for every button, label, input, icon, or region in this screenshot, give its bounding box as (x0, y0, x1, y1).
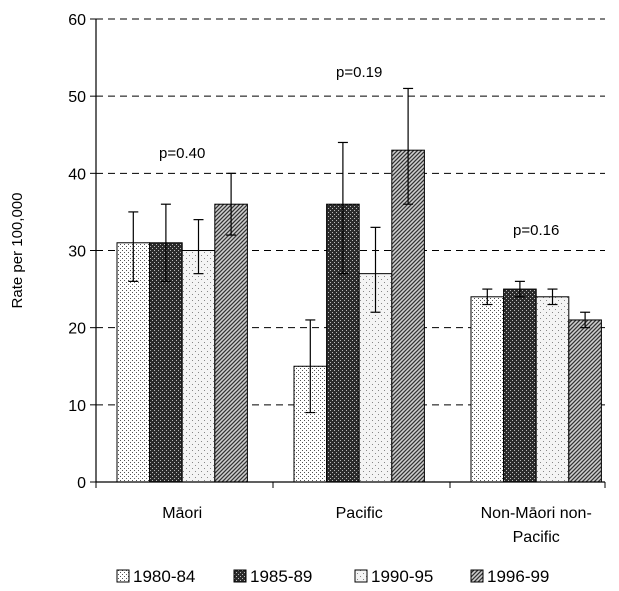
y-tick-label: 20 (68, 321, 86, 338)
legend-label: 1990-95 (371, 567, 433, 586)
legend: 1980-84 1985-89 1990-95 1996-99 (116, 567, 549, 586)
legend-item: 1980-84 (116, 567, 195, 586)
bar (470, 296, 505, 483)
error-bar (128, 211, 139, 282)
error-bar (337, 141, 348, 275)
labels: 0 10 20 30 40 50 60 Māori Pacific Non-Māori non-P… (9, 12, 592, 546)
legend-swatch (116, 569, 130, 583)
y-tick-label: 60 (68, 12, 86, 29)
bars (116, 87, 602, 483)
error-bar (514, 280, 525, 298)
p-value-annotation: p=0.19 (336, 64, 382, 81)
error-bar (482, 288, 493, 306)
y-tick-label: 50 (68, 89, 86, 106)
y-axis-label: Rate per 100,000 (9, 193, 26, 309)
error-bar (403, 87, 414, 205)
y-tick-label: 30 (68, 244, 86, 261)
legend-swatch (233, 569, 247, 583)
p-value-annotation: p=0.40 (159, 145, 205, 162)
bar (535, 296, 570, 483)
error-bar (370, 226, 381, 313)
legend-swatch (470, 569, 484, 583)
legend-item: 1996-99 (470, 567, 549, 586)
bar (568, 319, 602, 483)
axes (90, 18, 606, 488)
bar (181, 250, 216, 483)
error-bar (160, 203, 171, 282)
legend-label: 1980-84 (133, 567, 195, 586)
error-bar (547, 288, 558, 306)
y-tick-label: 40 (68, 166, 86, 183)
y-tick-label: 10 (68, 398, 86, 415)
legend-label: 1996-99 (487, 567, 549, 586)
legend-item: 1990-95 (354, 567, 433, 586)
category-label: Non-Māori non-Pacific (481, 505, 592, 546)
legend-label: 1985-89 (250, 567, 312, 586)
error-bar (226, 172, 237, 236)
legend-swatch (354, 569, 368, 583)
bar (214, 203, 248, 483)
category-label: Māori (162, 505, 202, 522)
category-label: Pacific (336, 505, 383, 522)
y-tick-label: 0 (77, 475, 86, 492)
bar (503, 288, 537, 483)
error-bar (305, 319, 316, 414)
p-value-annotation: p=0.16 (513, 222, 559, 239)
bar (149, 242, 183, 483)
error-bar (580, 311, 591, 329)
legend-item: 1985-89 (233, 567, 312, 586)
error-bar (193, 219, 204, 275)
